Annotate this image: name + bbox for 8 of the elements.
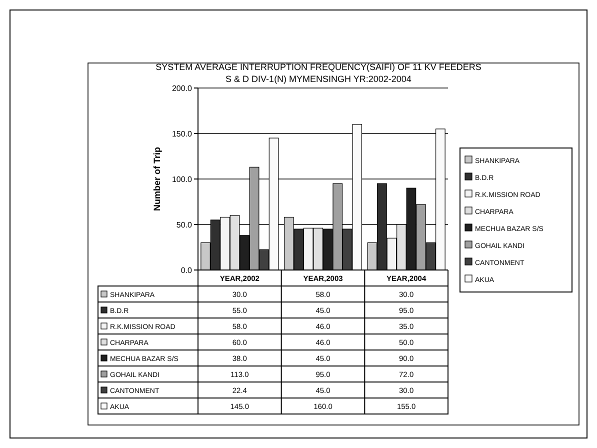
y-tick-label: 200.0 xyxy=(172,84,193,93)
y-tick-label: 0.0 xyxy=(180,266,193,275)
y-tick-label: 100.0 xyxy=(172,175,193,184)
chart-title: SYSTEM AVERAGE INTERRUPTION FREQUENCY(SAIFI) OF 11 KV FEEDERS xyxy=(156,62,482,72)
y-axis-title: Number of Trip xyxy=(152,146,162,212)
chart-subtitle: S & D DIV-1(N) MYMENSINGH YR:2002-2004 xyxy=(226,74,412,84)
y-tick-label: 50.0 xyxy=(176,220,193,230)
y-tick-label: 150.0 xyxy=(172,130,193,138)
